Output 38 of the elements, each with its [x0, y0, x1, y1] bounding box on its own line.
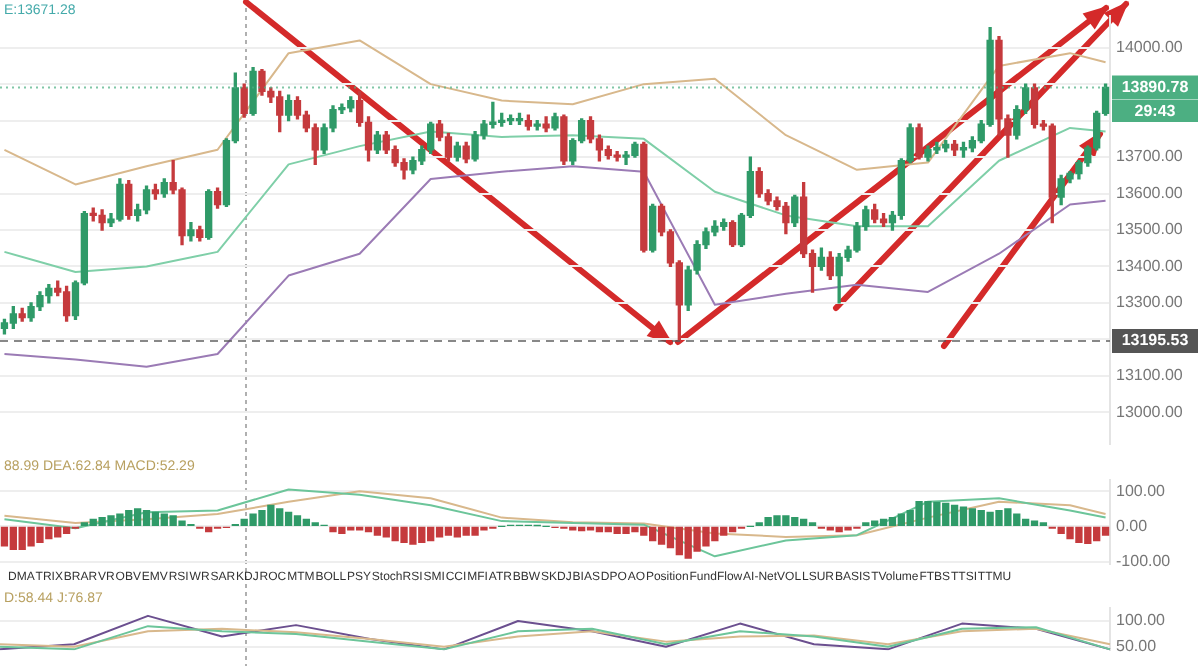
- bar: [1030, 520, 1039, 527]
- bar: [1101, 526, 1110, 536]
- y-tick-label: 13100.00: [1116, 366, 1184, 385]
- bar: [959, 506, 968, 527]
- bar: [0, 526, 9, 547]
- ref-line-label: 13890.78: [1121, 77, 1190, 96]
- bar: [293, 515, 302, 527]
- bar: [284, 511, 293, 527]
- bar: [666, 526, 675, 549]
- y-tick-label: 14000.00: [1116, 38, 1184, 57]
- bar: [1021, 518, 1030, 527]
- y-tick-label: -100.00: [1116, 551, 1172, 570]
- bar: [879, 518, 888, 527]
- bar: [968, 508, 977, 527]
- bar: [142, 509, 151, 527]
- bar: [657, 526, 666, 545]
- y-tick-label: 13000.00: [1116, 402, 1184, 421]
- y-tick-label: 13400.00: [1116, 256, 1184, 275]
- bar: [302, 518, 311, 527]
- y-tick-label: 50.00: [1116, 637, 1158, 656]
- y-tick-label: 13700.00: [1116, 147, 1184, 166]
- bar: [435, 526, 444, 538]
- y-tick-label: 100.00: [1116, 611, 1167, 630]
- bar: [373, 526, 382, 536]
- bar: [799, 518, 808, 527]
- text: 29:43: [1112, 99, 1198, 122]
- y-tick-label: 13500.00: [1116, 220, 1184, 239]
- bar: [151, 511, 160, 527]
- y-tick-label: 13600.00: [1116, 183, 1184, 202]
- ref-line-label: 13195.53: [1121, 331, 1190, 350]
- bar: [62, 526, 71, 535]
- bar: [950, 504, 959, 527]
- bar: [133, 508, 142, 527]
- bar: [444, 526, 453, 536]
- bar: [888, 516, 897, 527]
- y-tick-label: 0.00: [1116, 516, 1149, 535]
- y-tick-label: 13300.00: [1116, 293, 1184, 312]
- y-tick-label: 100.00: [1116, 481, 1167, 500]
